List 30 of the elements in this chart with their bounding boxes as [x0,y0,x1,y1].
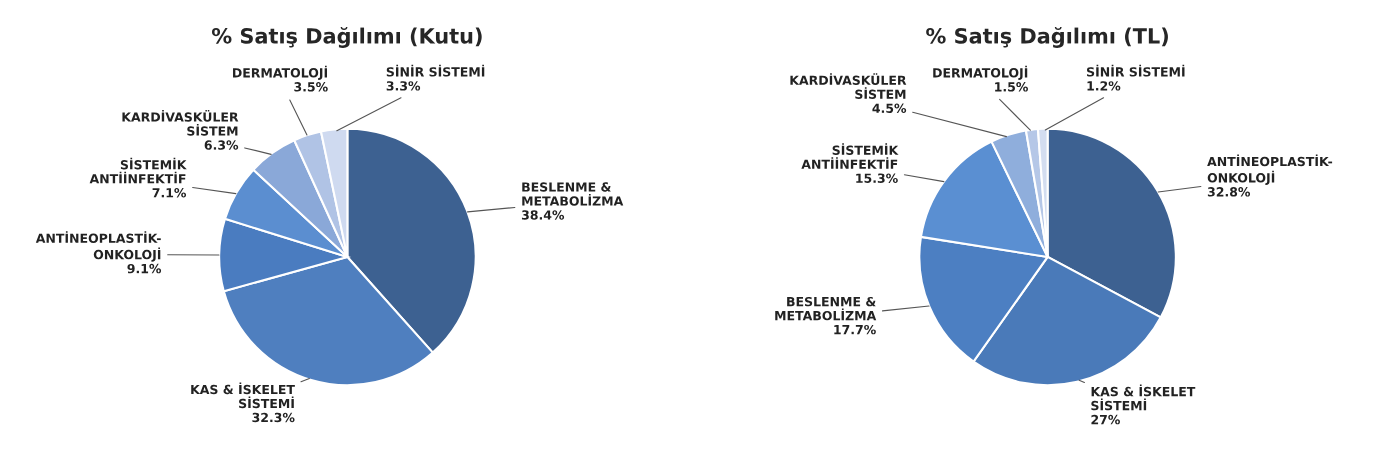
data-label: 6.3% [204,140,239,150]
data-label: 1.2% [1087,81,1121,91]
slice-label: KAS & İSKELET SİSTEMİ [191,382,295,409]
data-label: 17.7% [834,324,876,335]
slice-label: KARDİVASKÜLER SİSTEM [122,110,239,136]
data-label: 38.4% [521,210,565,220]
data-label: 7.1% [152,188,187,198]
chart-title: % Satış Dağılımı (Kutu) [211,27,482,48]
slice-label: BESLENME & METABOLİZMA [522,182,624,206]
data-label: 3.3% [386,81,421,91]
data-label: 15.3% [856,173,898,183]
slice-label: ANTİNEOPLASTİK- ONKOLOJİ [35,231,161,262]
data-label: 32.8% [1207,187,1251,197]
data-label: 27% [1091,414,1120,425]
slice-label: DERMATOLOJİ [233,65,327,80]
slice-label: SİSTEMİK ANTİİNFEKTİF [801,143,899,169]
slice-label: KARDİVASKÜLER SİSTEM [790,73,907,99]
chart-title: % Satış Dağılımı (TL) [926,27,1168,48]
data-label: 32.3% [252,412,295,423]
data-label: 1.5% [995,82,1028,92]
data-label: 9.1% [127,263,162,274]
slice-label: KAS & İSKELET SİSTEMİ [1091,384,1196,411]
slice-label: DERMATOLOJİ [933,65,1028,80]
data-label: 3.5% [294,82,328,92]
data-label: 4.5% [872,103,907,113]
slice-label: BESLENME & METABOLİZMA [775,296,877,321]
slice-label: ANTİNEOPLASTİK- ONKOLOJİ [1207,154,1333,185]
slice-label: SİNİR SİSTEMİ [386,64,485,77]
slice-label: SİNİR SİSTEMİ [1086,64,1185,77]
slice-label: SİSTEMİK ANTİİNFEKTİF [89,157,187,184]
